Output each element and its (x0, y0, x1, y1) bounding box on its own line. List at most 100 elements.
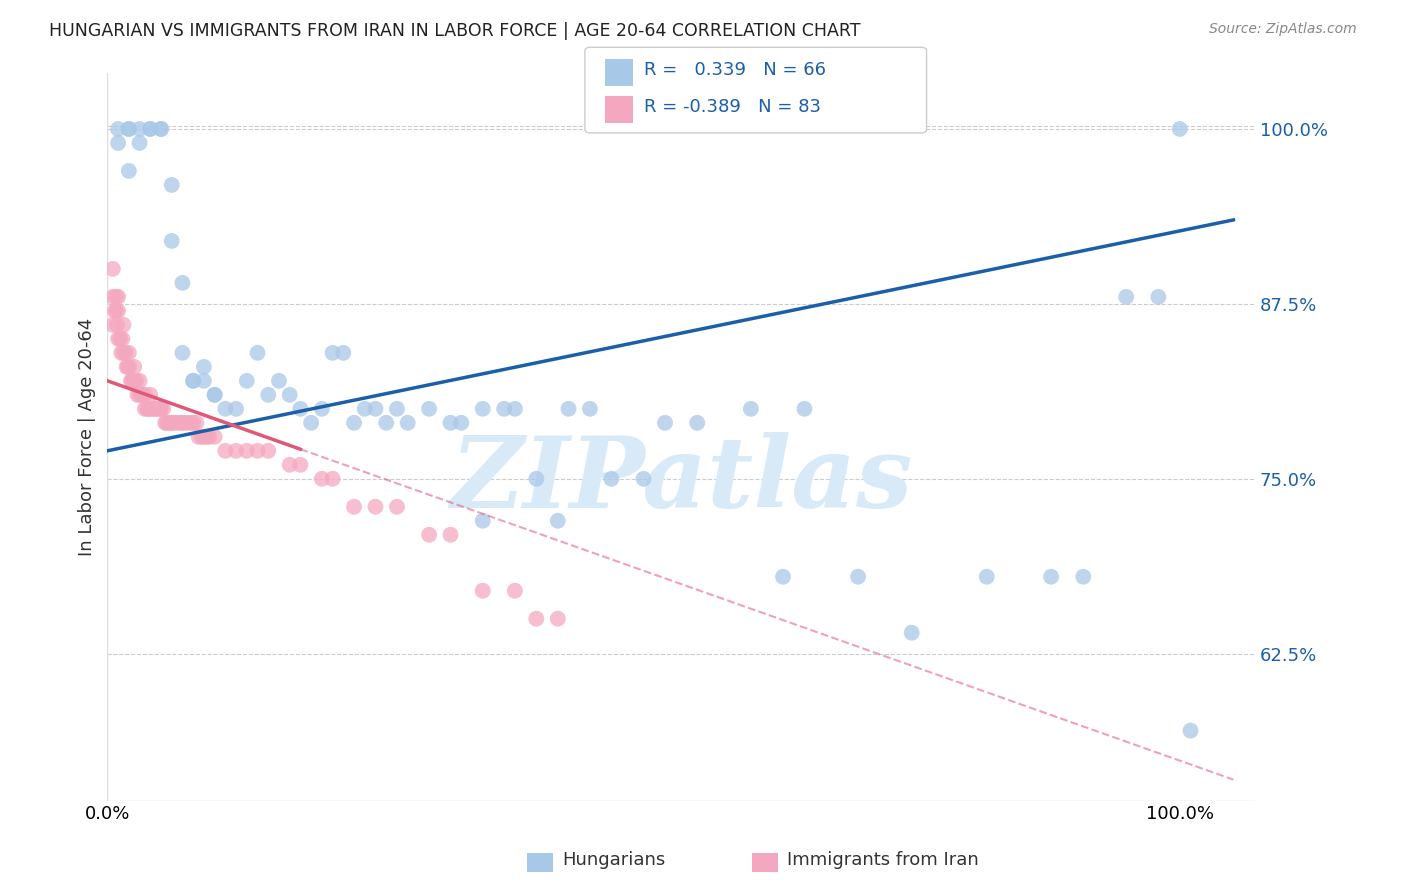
Point (278, 458, 301, 472)
Point (105, 318, 128, 332)
Point (204, 388, 226, 402)
Point (118, 164, 141, 178)
Point (494, 401, 516, 416)
Point (471, 401, 494, 416)
Point (257, 388, 280, 402)
Point (128, 388, 150, 402)
Point (139, 122, 162, 136)
Point (503, 401, 526, 416)
Point (134, 401, 156, 416)
Point (166, 416, 188, 430)
Point (136, 401, 159, 416)
Point (155, 416, 177, 430)
Point (160, 178, 183, 192)
Y-axis label: In Labor Force | Age 20-64: In Labor Force | Age 20-64 (79, 318, 96, 556)
Point (193, 374, 215, 388)
Point (740, 401, 762, 416)
Point (193, 359, 215, 374)
Point (172, 276, 194, 290)
Point (139, 388, 162, 402)
Point (439, 527, 461, 541)
Point (141, 401, 163, 416)
Point (112, 346, 135, 360)
Point (1180, 723, 1202, 738)
Point (118, 346, 141, 360)
Point (110, 332, 132, 346)
Point (117, 359, 139, 374)
Point (1040, 570, 1063, 584)
Point (547, 514, 569, 528)
Point (128, 122, 150, 136)
Point (128, 136, 150, 150)
Point (101, 318, 124, 332)
Point (155, 416, 177, 430)
Point (225, 401, 247, 416)
Point (322, 472, 344, 486)
Point (246, 346, 269, 360)
Point (122, 374, 145, 388)
Point (186, 416, 208, 430)
Point (134, 388, 156, 402)
Point (1147, 290, 1170, 304)
Point (107, 136, 129, 150)
Point (118, 122, 141, 136)
Point (152, 401, 174, 416)
Point (332, 346, 354, 360)
Point (322, 346, 344, 360)
Point (180, 416, 202, 430)
Point (112, 318, 135, 332)
Point (1115, 290, 1137, 304)
Point (150, 401, 173, 416)
Text: Hungarians: Hungarians (562, 851, 665, 869)
Point (547, 612, 569, 626)
Point (385, 500, 408, 514)
Point (193, 430, 215, 444)
Point (418, 527, 440, 541)
Point (150, 122, 173, 136)
Point (204, 430, 226, 444)
Point (122, 374, 145, 388)
Point (450, 416, 472, 430)
Point (157, 416, 180, 430)
Point (122, 359, 145, 374)
Point (104, 290, 127, 304)
Point (396, 416, 419, 430)
Point (187, 430, 209, 444)
Point (115, 359, 138, 374)
Point (524, 612, 547, 626)
Point (142, 401, 165, 416)
Point (246, 443, 269, 458)
Point (118, 359, 141, 374)
Point (139, 401, 162, 416)
Point (118, 122, 141, 136)
Point (110, 346, 132, 360)
Point (111, 332, 134, 346)
Point (1168, 122, 1191, 136)
Point (364, 401, 387, 416)
Point (353, 401, 375, 416)
Point (976, 570, 998, 584)
Point (198, 430, 221, 444)
Point (173, 416, 195, 430)
Point (633, 472, 655, 486)
Point (236, 443, 259, 458)
Point (278, 388, 301, 402)
Point (145, 401, 167, 416)
Point (132, 388, 155, 402)
Point (290, 458, 312, 472)
Point (160, 234, 183, 248)
Point (145, 401, 167, 416)
Point (772, 570, 794, 584)
Point (375, 416, 398, 430)
Text: Source: ZipAtlas.com: Source: ZipAtlas.com (1209, 22, 1357, 37)
Point (600, 472, 623, 486)
Point (101, 290, 124, 304)
Point (686, 416, 709, 430)
Point (172, 416, 194, 430)
Point (214, 401, 236, 416)
Point (299, 416, 322, 430)
Point (418, 401, 440, 416)
Point (172, 346, 194, 360)
Point (121, 374, 143, 388)
Point (181, 374, 204, 388)
